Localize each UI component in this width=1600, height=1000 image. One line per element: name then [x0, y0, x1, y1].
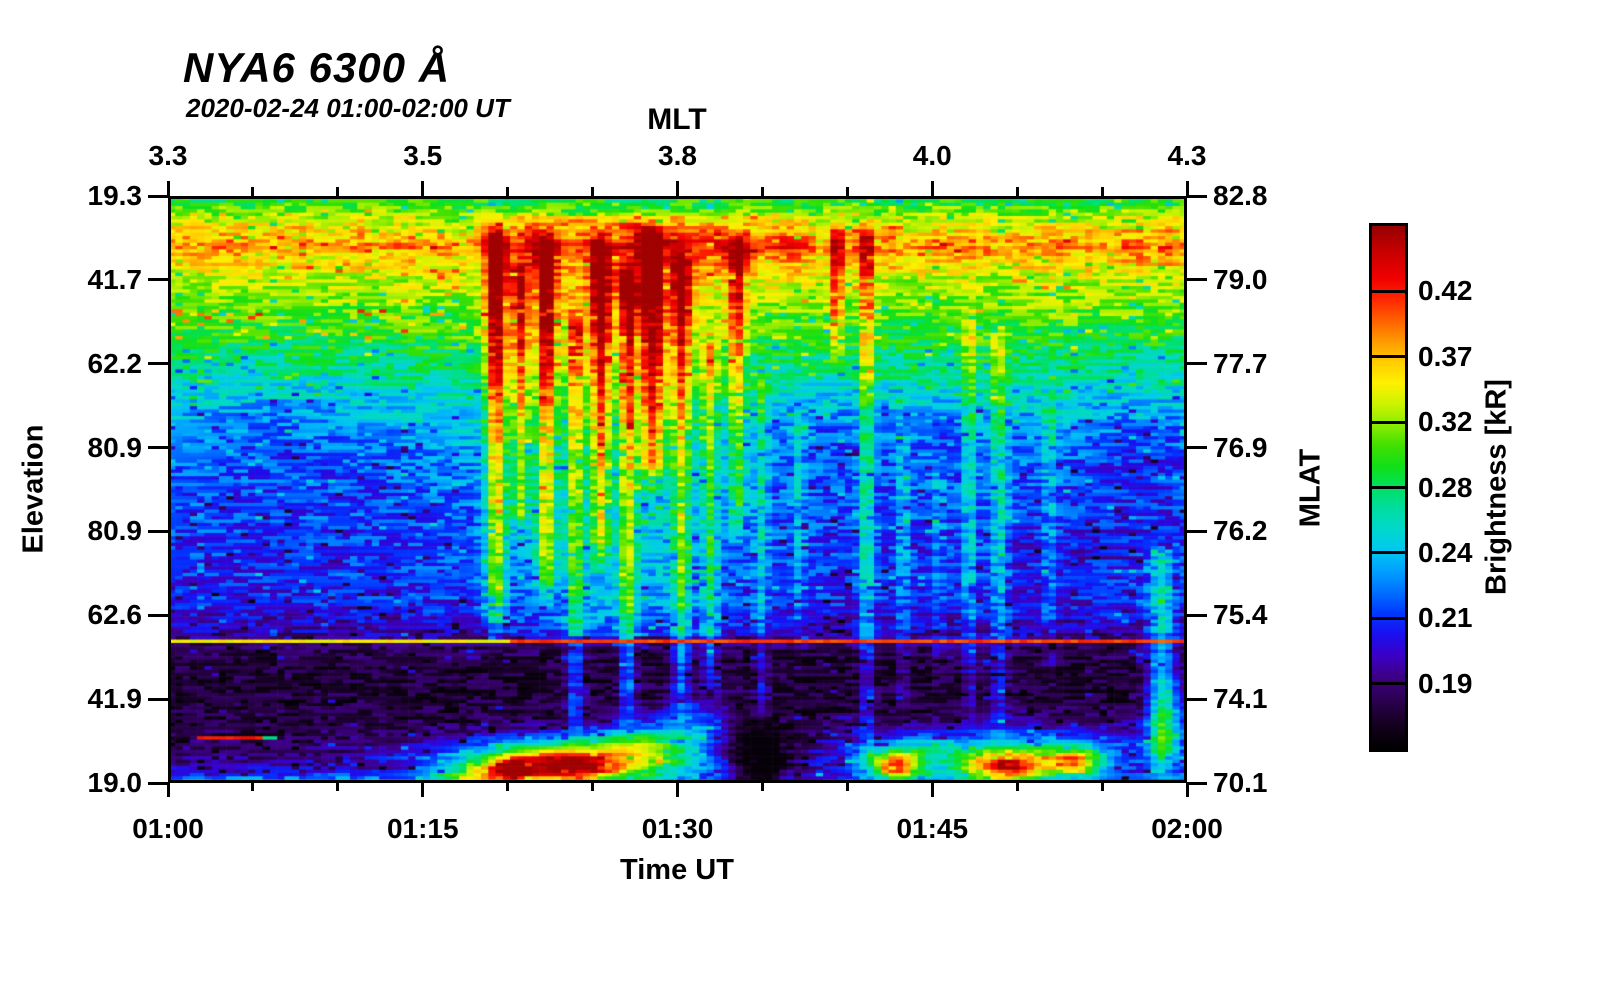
bottom-tick-label: 01:45 — [896, 813, 969, 844]
bottom-tick — [506, 783, 510, 791]
colorbar-divider — [1372, 289, 1405, 293]
left-tick — [148, 446, 168, 450]
bottom-tick-label: 02:00 — [1151, 813, 1223, 844]
bottom-tick — [166, 783, 170, 797]
right-tick-label: 75.4 — [1213, 599, 1268, 631]
bottom-tick — [1185, 783, 1189, 797]
figure-subtitle: 2020-02-24 01:00-02:00 UT — [186, 93, 510, 123]
right-tick — [1187, 446, 1207, 450]
top-tick — [845, 187, 849, 196]
right-tick-label: 76.9 — [1213, 431, 1268, 463]
top-tick — [251, 187, 255, 196]
top-tick — [1185, 181, 1189, 196]
top-tick-label: 3.5 — [403, 140, 443, 171]
left-tick-label: 19.0 — [87, 767, 143, 798]
bottom-tick — [760, 783, 764, 791]
top-tick — [336, 187, 340, 196]
left-tick — [148, 613, 168, 617]
bottom-tick-label: 01:00 — [132, 813, 204, 844]
colorbar-divider — [1372, 420, 1405, 424]
colorbar-tick-label: 0.28 — [1418, 471, 1473, 503]
right-tick-label: 77.7 — [1213, 347, 1268, 379]
colorbar-divider — [1372, 551, 1405, 555]
left-tick-label: 80.9 — [87, 515, 143, 547]
bottom-tick-label: 01:15 — [386, 813, 459, 844]
colorbar-tick-label: 0.37 — [1418, 340, 1473, 372]
top-tick — [506, 187, 510, 196]
bottom-tick — [930, 783, 934, 797]
bottom-tick — [336, 783, 340, 791]
bottom-axis-title: Time UT — [620, 854, 734, 886]
colorbar-divider — [1372, 682, 1405, 686]
top-tick-label: 3.8 — [658, 140, 697, 171]
left-tick — [148, 697, 168, 701]
right-tick — [1187, 194, 1207, 198]
left-tick-label: 41.7 — [87, 263, 143, 295]
bottom-tick — [1100, 783, 1104, 791]
right-tick-label: 70.1 — [1213, 767, 1268, 798]
colorbar-divider — [1372, 486, 1405, 489]
top-tick — [1100, 187, 1104, 196]
bottom-tick — [421, 783, 425, 797]
left-tick — [148, 194, 168, 198]
heatmap-canvas — [168, 196, 1187, 783]
colorbar-tick-label: 0.19 — [1418, 667, 1473, 699]
top-tick — [760, 187, 764, 196]
right-tick — [1187, 529, 1207, 533]
right-tick-label: 74.1 — [1213, 683, 1268, 715]
left-tick-label: 62.2 — [87, 347, 143, 379]
top-tick-label: 4.0 — [912, 140, 952, 171]
left-tick-label: 19.3 — [87, 180, 143, 211]
top-tick-label: 3.3 — [148, 140, 188, 171]
right-tick-label: 76.2 — [1213, 515, 1268, 547]
figure-title: NYA6 6300 Å — [183, 44, 451, 91]
left-tick-label: 80.9 — [87, 431, 143, 463]
bottom-tick — [251, 783, 255, 791]
colorbar-title: Brightness [kR] — [1480, 379, 1513, 595]
bottom-tick — [591, 783, 595, 791]
right-tick — [1187, 362, 1207, 366]
top-tick — [930, 181, 934, 196]
right-tick — [1187, 278, 1207, 282]
right-tick-label: 79.0 — [1213, 263, 1268, 295]
top-axis-title: MLT — [647, 103, 707, 136]
bottom-tick — [1015, 783, 1019, 791]
top-tick — [1015, 187, 1019, 196]
top-tick — [676, 181, 679, 196]
left-tick — [148, 278, 168, 282]
left-tick — [148, 362, 168, 366]
colorbar-tick-label: 0.21 — [1418, 602, 1473, 634]
left-tick — [148, 781, 168, 785]
top-tick — [421, 181, 425, 196]
bottom-tick — [676, 783, 679, 797]
top-tick — [166, 181, 170, 196]
colorbar-tick-label: 0.42 — [1418, 275, 1473, 307]
right-tick — [1187, 697, 1207, 701]
colorbar-tick-label: 0.32 — [1418, 406, 1473, 438]
top-tick — [591, 187, 595, 196]
bottom-tick-label: 01:30 — [641, 813, 714, 844]
bottom-tick — [845, 783, 849, 791]
left-tick-label: 62.6 — [87, 599, 143, 631]
colorbar-tick-label: 0.24 — [1418, 536, 1473, 568]
right-tick — [1187, 781, 1207, 785]
colorbar-divider — [1372, 355, 1405, 359]
right-axis-title: MLAT — [1294, 448, 1327, 528]
left-tick-label: 41.9 — [87, 683, 143, 715]
right-tick — [1187, 613, 1207, 617]
top-tick-label: 4.3 — [1167, 140, 1207, 171]
right-tick-label: 82.8 — [1213, 180, 1268, 211]
left-tick — [148, 529, 168, 533]
colorbar — [1369, 223, 1408, 752]
colorbar-divider — [1372, 616, 1405, 620]
